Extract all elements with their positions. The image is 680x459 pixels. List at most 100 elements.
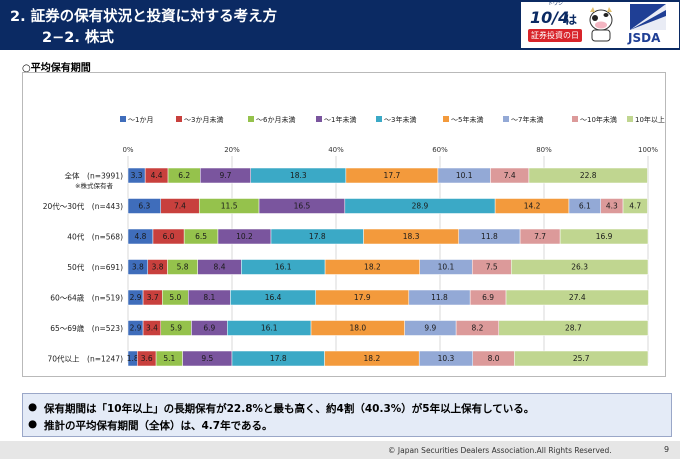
data-label-3-2: 5.8: [177, 263, 189, 272]
x-tick-label-0: 0%: [122, 146, 133, 154]
category-label-2: 40代 (n=568): [67, 232, 123, 242]
data-label-0-2: 6.2: [178, 171, 190, 180]
x-tick-label-5: 100%: [638, 146, 658, 154]
category-label-3: 50代 (n=691): [67, 262, 123, 272]
data-label-2-3: 10.2: [236, 232, 253, 241]
legend-swatch-8: [627, 116, 633, 122]
legend-label-1: 〜3か月未満: [184, 115, 223, 124]
page-number: 9: [664, 445, 670, 454]
footer-bar: [0, 441, 680, 459]
data-label-0-6: 10.1: [456, 171, 473, 180]
data-label-4-3: 8.1: [203, 293, 215, 302]
finding-1: 保有期間は「10年以上」の長期保有が22.8%と最も高く、約4割（40.3%）が…: [44, 403, 535, 415]
legend-swatch-4: [376, 116, 382, 122]
mascot-cow-icon: [589, 7, 613, 42]
x-tick-label-4: 80%: [536, 146, 552, 154]
data-label-5-4: 16.1: [261, 324, 278, 333]
data-label-4-5: 17.9: [354, 293, 371, 302]
stacked-bar-chart: 〜1か月 〜3か月未満 〜6か月未満 〜1年未満 〜3年未満 〜5年未満 〜7年未満 〜10年…: [43, 115, 665, 367]
data-label-2-1: 6.0: [163, 232, 175, 241]
page-subtitle: 2−2. 株式: [42, 30, 114, 46]
data-label-3-4: 16.1: [275, 263, 292, 272]
legend-label-2: 〜6か月未満: [256, 115, 295, 124]
data-label-4-0: 2.9: [130, 293, 142, 302]
data-label-2-2: 6.5: [195, 232, 207, 241]
data-label-0-4: 18.3: [290, 171, 307, 180]
legend-label-5: 〜5年未満: [451, 115, 483, 124]
data-label-3-0: 3.8: [132, 263, 144, 272]
data-label-3-3: 8.4: [214, 263, 226, 272]
data-label-2-7: 7.7: [534, 232, 546, 241]
bar-segment-6-8: [514, 350, 649, 367]
data-label-2-4: 17.8: [309, 232, 326, 241]
data-label-2-6: 11.8: [481, 232, 498, 241]
category-label-5: 65〜69歳 (n=523): [50, 323, 123, 333]
data-label-1-0: 6.3: [138, 202, 150, 211]
legend-label-6: 〜7年未満: [511, 115, 543, 124]
data-label-5-1: 3.4: [146, 324, 158, 333]
bullet-2-icon: ●: [28, 418, 38, 430]
data-label-1-8: 4.7: [629, 202, 641, 211]
category-label-0: 全体 (n=3991): [65, 171, 124, 181]
data-label-3-7: 7.5: [486, 263, 498, 272]
data-label-4-1: 3.7: [147, 293, 159, 302]
data-label-4-8: 27.4: [569, 293, 586, 302]
data-label-0-1: 4.4: [151, 171, 163, 180]
legend-swatch-5: [443, 116, 449, 122]
data-label-1-3: 16.5: [294, 202, 311, 211]
data-label-0-5: 17.7: [384, 171, 401, 180]
section-title: ○平均保有期間: [22, 63, 91, 74]
data-label-4-2: 5.0: [169, 293, 181, 302]
finding-2: 推計の平均保有期間（全体）は、4.7年である。: [44, 420, 273, 432]
data-label-4-7: 6.9: [482, 293, 494, 302]
data-label-5-5: 18.0: [349, 324, 366, 333]
legend-swatch-1: [176, 116, 182, 122]
data-label-0-8: 22.8: [580, 171, 597, 180]
legend-swatch-3: [316, 116, 322, 122]
bar-segment-5-8: [498, 320, 649, 336]
data-label-6-6: 10.3: [438, 354, 455, 363]
legend-label-3: 〜1年未満: [324, 115, 356, 124]
copyright: © Japan Securities Dealers Association.A…: [388, 446, 612, 455]
legend-label-8: 10年以上: [635, 115, 665, 124]
data-label-3-1: 3.8: [152, 263, 164, 272]
data-label-5-0: 2.9: [130, 324, 142, 333]
data-label-5-6: 9.9: [424, 324, 436, 333]
data-label-6-7: 8.0: [488, 354, 500, 363]
data-label-5-8: 28.7: [565, 324, 582, 333]
data-label-5-2: 5.9: [170, 324, 182, 333]
bar-segment-0-8: [528, 167, 648, 184]
logo-date: 10/4: [530, 8, 570, 27]
data-label-3-5: 18.2: [364, 263, 381, 272]
data-label-2-8: 16.9: [596, 232, 613, 241]
logo-ruby: トウシ: [548, 1, 564, 7]
legend-label-0: 〜1か月: [128, 116, 153, 124]
data-label-2-0: 4.8: [135, 232, 147, 241]
data-label-2-5: 18.3: [403, 232, 420, 241]
data-label-3-8: 26.3: [571, 263, 588, 272]
data-label-5-3: 6.9: [203, 324, 215, 333]
data-label-6-0: 1.8: [127, 354, 139, 363]
legend-swatch-7: [572, 116, 578, 122]
category-label-1: 20代〜30代 (n=443): [43, 201, 123, 211]
legend-label-7: 〜10年未満: [580, 115, 617, 124]
data-label-6-5: 18.2: [364, 354, 381, 363]
logo-day-label: 証券投資の日: [528, 29, 582, 42]
bullet-1-icon: ●: [28, 401, 38, 413]
data-label-1-4: 28.9: [412, 202, 429, 211]
x-tick-label-2: 40%: [328, 146, 344, 154]
data-label-0-0: 3.3: [131, 171, 143, 180]
bar-segment-4-8: [505, 289, 649, 306]
data-label-6-4: 17.8: [270, 354, 287, 363]
legend-swatch-0: [120, 116, 126, 122]
data-label-6-2: 5.1: [163, 354, 175, 363]
data-label-0-3: 9.7: [220, 171, 232, 180]
bar-segment-3-8: [510, 259, 649, 275]
data-label-1-1: 7.4: [174, 202, 186, 211]
chart-frame: 〜1か月 〜3か月未満 〜6か月未満 〜1年未満 〜3年未満 〜5年未満 〜7年未満 〜10年…: [22, 72, 666, 377]
jsda-logo-icon: [630, 4, 666, 30]
category-label-4: 60〜64歳 (n=519): [50, 293, 123, 303]
data-label-6-8: 25.7: [573, 354, 590, 363]
data-label-0-7: 7.4: [504, 171, 516, 180]
bar-segment-2-8: [559, 228, 649, 245]
